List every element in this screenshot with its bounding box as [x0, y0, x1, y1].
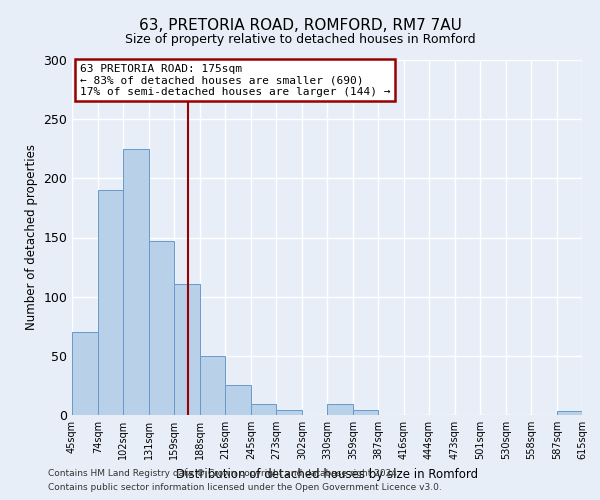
Bar [149, 241, 174, 415]
Text: Size of property relative to detached houses in Romford: Size of property relative to detached ho… [125, 32, 475, 46]
Y-axis label: Number of detached properties: Number of detached properties [25, 144, 38, 330]
Bar [174, 284, 200, 415]
Text: 63 PRETORIA ROAD: 175sqm
← 83% of detached houses are smaller (690)
17% of semi-: 63 PRETORIA ROAD: 175sqm ← 83% of detach… [80, 64, 390, 97]
Bar [72, 332, 98, 415]
Bar [251, 404, 276, 415]
Bar [353, 410, 378, 415]
X-axis label: Distribution of detached houses by size in Romford: Distribution of detached houses by size … [176, 468, 478, 480]
Bar [557, 412, 582, 415]
Bar [200, 356, 225, 415]
Text: Contains public sector information licensed under the Open Government Licence v3: Contains public sector information licen… [48, 484, 442, 492]
Bar [123, 149, 149, 415]
Bar [276, 410, 302, 415]
Text: 63, PRETORIA ROAD, ROMFORD, RM7 7AU: 63, PRETORIA ROAD, ROMFORD, RM7 7AU [139, 18, 461, 32]
Text: Contains HM Land Registry data © Crown copyright and database right 2024.: Contains HM Land Registry data © Crown c… [48, 468, 400, 477]
Bar [225, 386, 251, 415]
Bar [98, 190, 123, 415]
Bar [327, 404, 353, 415]
